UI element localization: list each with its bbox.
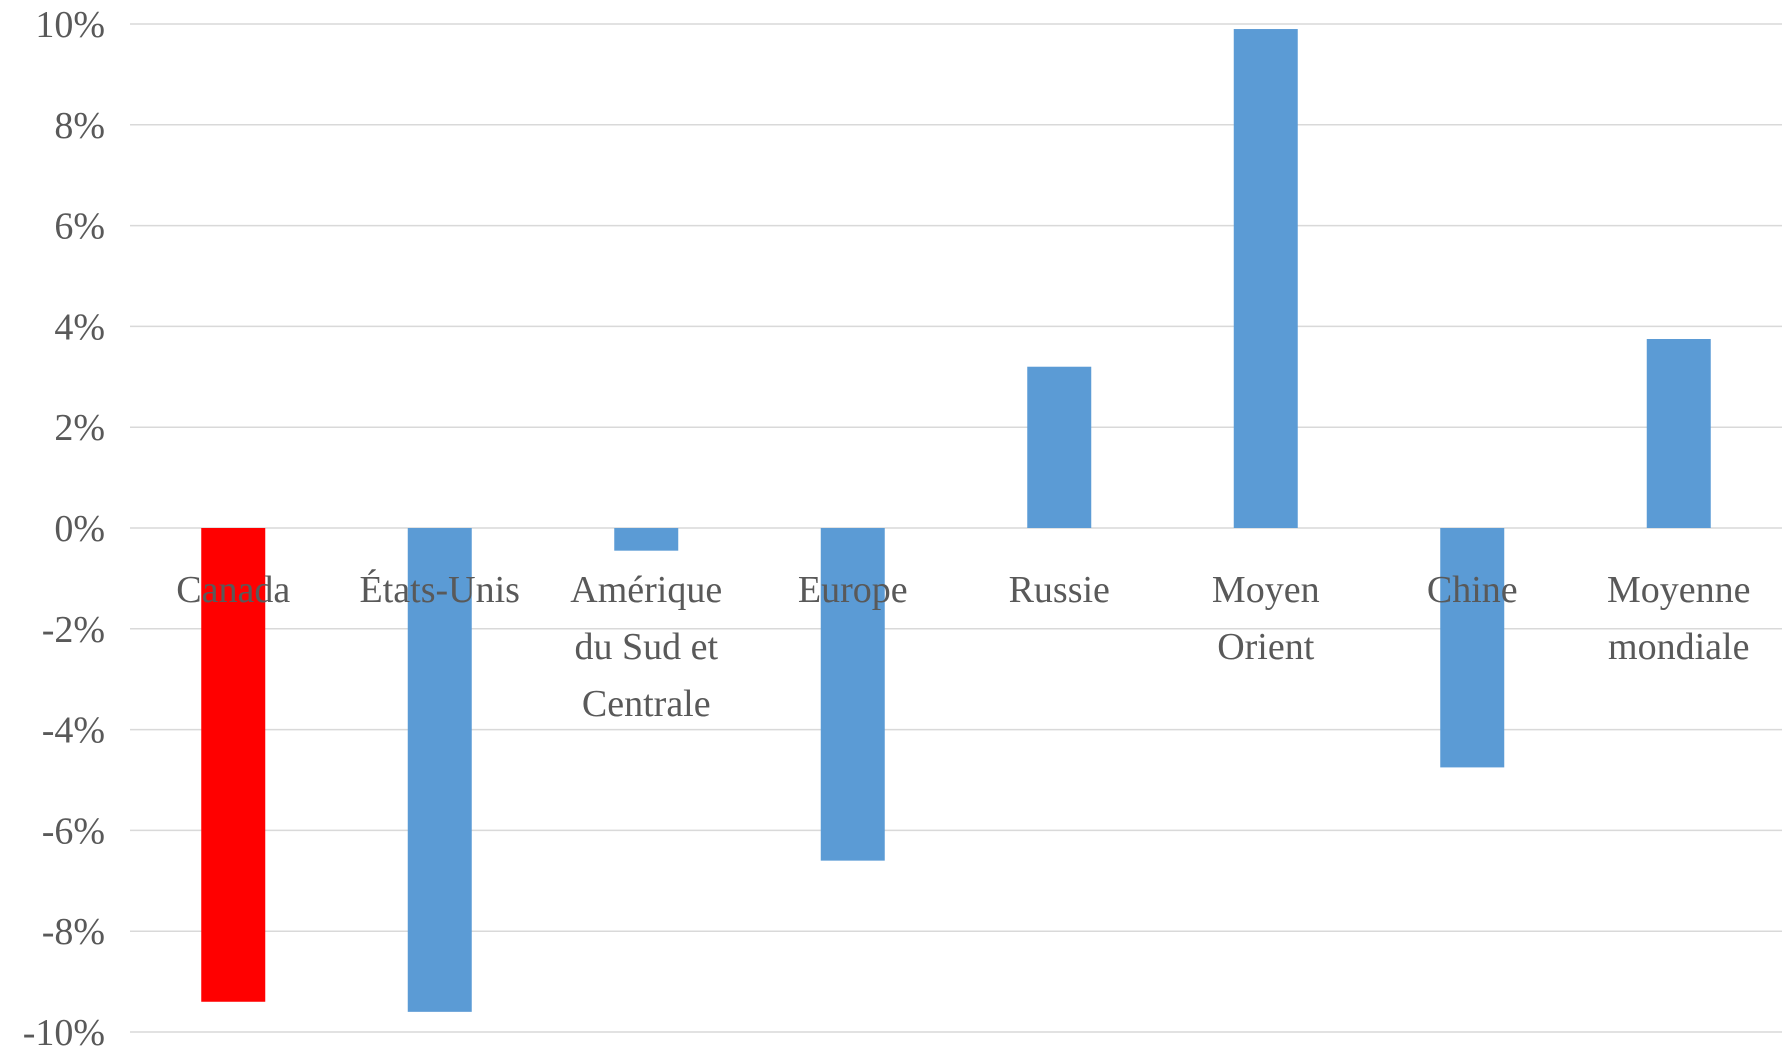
y-tick-label: -6%	[42, 810, 105, 852]
bar	[820, 528, 885, 861]
y-tick-label: 6%	[54, 206, 105, 248]
y-tick-label: 0%	[54, 508, 105, 550]
category-label: Canada	[176, 569, 290, 611]
y-tick-label: -8%	[42, 911, 105, 953]
category-label: Chine	[1427, 569, 1518, 611]
gridlines	[130, 23, 1782, 1033]
bar	[1027, 366, 1092, 528]
y-tick-label: 2%	[54, 407, 105, 449]
category-label: Europe	[798, 569, 908, 611]
bar	[1440, 528, 1505, 768]
y-tick-label: 4%	[54, 306, 105, 348]
y-tick-label: -10%	[23, 1012, 105, 1051]
category-label: Moyenne mondiale	[1607, 569, 1751, 668]
bar	[614, 528, 679, 551]
category-label: Amérique du Sud et Centrale	[570, 569, 722, 725]
category-label: États-Unis	[360, 569, 520, 611]
y-tick-label: 10%	[35, 4, 105, 46]
category-label: Moyen Orient	[1212, 569, 1320, 668]
bars	[201, 29, 1711, 1012]
y-tick-label: -4%	[42, 710, 105, 752]
bar	[407, 528, 472, 1012]
y-tick-label: 8%	[54, 105, 105, 147]
bar	[1233, 29, 1298, 528]
bar	[201, 528, 266, 1002]
category-labels: Canada États-Unis Amérique du Sud et Central…	[176, 569, 1750, 725]
y-tick-label: -2%	[42, 609, 105, 651]
y-axis-tick-labels: 10% 8% 6% 4% 2% 0% -2% -4% -6% -8% -10%	[23, 4, 105, 1051]
category-label: Russie	[1009, 569, 1110, 611]
bar	[1646, 339, 1711, 528]
